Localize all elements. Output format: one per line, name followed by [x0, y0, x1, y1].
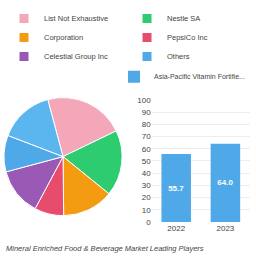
svg-text:55.7: 55.7 — [168, 184, 184, 193]
svg-text:10: 10 — [142, 206, 151, 215]
svg-text:100: 100 — [137, 96, 151, 105]
svg-text:Others: Others — [167, 52, 190, 61]
svg-text:Nestle SA: Nestle SA — [167, 14, 200, 23]
svg-text:Mineral Enriched Food & Bevera: Mineral Enriched Food & Beverage Market … — [6, 244, 204, 253]
svg-text:0: 0 — [146, 218, 151, 227]
svg-text:Corporation: Corporation — [44, 33, 83, 42]
svg-text:64.0: 64.0 — [217, 178, 233, 187]
svg-text:70: 70 — [142, 132, 151, 141]
svg-text:90: 90 — [142, 108, 151, 117]
svg-text:2023: 2023 — [217, 224, 235, 233]
svg-text:60: 60 — [142, 145, 151, 154]
svg-text:20: 20 — [142, 193, 151, 202]
svg-text:Celestial Group Inc: Celestial Group Inc — [44, 52, 108, 61]
svg-text:40: 40 — [142, 169, 151, 178]
svg-text:2022: 2022 — [167, 224, 185, 233]
svg-text:30: 30 — [142, 181, 151, 190]
svg-text:List Not Exhaustive: List Not Exhaustive — [44, 14, 108, 23]
svg-text:50: 50 — [142, 157, 151, 166]
svg-text:80: 80 — [142, 120, 151, 129]
svg-text:Asia-Pacific Vitamin Fortifie.: Asia-Pacific Vitamin Fortifie... — [154, 73, 245, 80]
svg-text:PepsiCo Inc: PepsiCo Inc — [167, 33, 208, 42]
